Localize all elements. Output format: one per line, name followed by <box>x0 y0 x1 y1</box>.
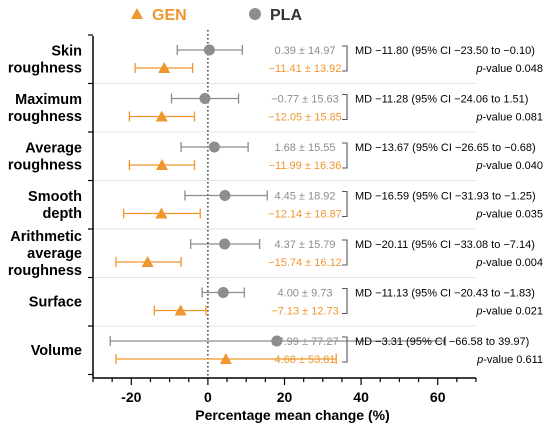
p-value-p-label: p <box>475 160 482 172</box>
pla-point <box>218 287 229 298</box>
comparison-bracket <box>342 95 347 120</box>
mean-difference-text: MD −3.31 (95% CI −66.58 to 39.97) <box>355 336 529 348</box>
pla-value-text: −0.77 ± 15.63 <box>271 94 339 106</box>
row-label: roughness <box>8 109 82 125</box>
legend-gen-label: GEN <box>152 7 187 24</box>
gen-value-text: −12.14 ± 18.87 <box>268 209 342 221</box>
p-value-p-label: p <box>475 306 482 318</box>
gen-value-text: −7.13 ± 12.73 <box>271 306 339 318</box>
p-value-number: -value 0.040 <box>482 160 543 172</box>
x-tick-label: 60 <box>430 389 446 405</box>
p-value-number: -value 0.611 <box>483 354 543 366</box>
pla-value-text: 4.45 ± 18.92 <box>274 191 335 203</box>
comparison-bracket <box>342 240 347 265</box>
p-value-p-label: p <box>476 354 483 366</box>
x-tick-label: 0 <box>204 389 212 405</box>
comparison-bracket <box>342 289 347 314</box>
p-value-p-label: p <box>475 112 482 124</box>
row-label: Smooth <box>28 189 82 205</box>
row-label: average <box>27 246 82 262</box>
row-label: Arithmetic <box>10 229 82 245</box>
p-value-p-label: p <box>475 63 482 75</box>
x-tick-label: -20 <box>121 389 141 405</box>
p-value-text: p-value 0.004 <box>475 257 543 269</box>
pla-value-text: 17.99 ± 77.27 <box>271 336 338 348</box>
p-value-text: p-value 0.081 <box>475 112 543 124</box>
legend-gen-triangle-icon <box>131 8 143 19</box>
p-value-number: -value 0.021 <box>482 306 543 318</box>
p-value-number: -value 0.048 <box>482 63 543 75</box>
x-axis-title: Percentage mean change (%) <box>195 407 390 423</box>
row-label: Skin <box>51 44 82 60</box>
pla-point <box>209 142 220 153</box>
mean-difference-text: MD −20.11 (95% CI −33.08 to −7.14) <box>355 239 535 251</box>
row-label: roughness <box>8 263 82 279</box>
row-label: roughness <box>8 61 82 77</box>
p-value-number: -value 0.004 <box>482 257 543 269</box>
pla-value-text: 4.37 ± 15.79 <box>274 239 335 251</box>
row-label: Average <box>25 141 82 157</box>
row-label: Volume <box>31 343 82 359</box>
gen-value-text: −15.74 ± 16.12 <box>268 257 342 269</box>
legend-pla-circle-icon <box>249 8 261 20</box>
pla-point <box>204 45 215 56</box>
pla-value-text: 4.00 ± 9.73 <box>278 288 333 300</box>
p-value-p-label: p <box>475 209 482 221</box>
mean-difference-text: MD −16.59 (95% CI −31.93 to −1.25) <box>355 191 536 203</box>
mean-difference-text: MD −11.80 (95% CI −23.50 to −0.10) <box>355 45 535 57</box>
comparison-bracket <box>342 46 347 71</box>
row-label: depth <box>43 206 82 222</box>
p-value-text: p-value 0.040 <box>475 160 543 172</box>
mean-difference-text: MD −11.28 (95% CI −24.06 to 1.51) <box>355 94 528 106</box>
pla-value-text: 1.68 ± 15.55 <box>274 142 335 154</box>
gen-value-text: 4.68 ± 53.81 <box>274 354 335 366</box>
p-value-text: p-value 0.035 <box>475 209 543 221</box>
p-value-number: -value 0.081 <box>482 112 543 124</box>
pla-point <box>199 93 210 104</box>
gen-value-text: −12.05 ± 15.85 <box>268 112 342 124</box>
x-tick-label: 20 <box>277 389 293 405</box>
legend-pla-label: PLA <box>270 7 302 24</box>
row-label: Surface <box>29 295 82 311</box>
p-value-text: p-value 0.611 <box>476 354 543 366</box>
p-value-number: -value 0.035 <box>482 209 543 221</box>
comparison-bracket <box>342 143 347 168</box>
pla-point <box>219 239 230 250</box>
gen-value-text: −11.41 ± 13.92 <box>269 63 342 75</box>
pla-value-text: 0.39 ± 14.97 <box>274 45 335 57</box>
comparison-bracket <box>342 192 347 217</box>
gen-value-text: −11.99 ± 16.36 <box>269 160 342 172</box>
mean-difference-text: MD −13.67 (95% CI −26.65 to −0.68) <box>355 142 536 154</box>
row-label: Maximum <box>15 92 82 108</box>
pla-point <box>219 190 230 201</box>
p-value-text: p-value 0.048 <box>475 63 543 75</box>
mean-difference-text: MD −11.13 (95% CI −20.43 to −1.83) <box>355 288 535 300</box>
p-value-text: p-value 0.021 <box>475 306 543 318</box>
x-tick-label: 40 <box>353 389 369 405</box>
p-value-p-label: p <box>475 257 482 269</box>
row-label: roughness <box>8 158 82 174</box>
